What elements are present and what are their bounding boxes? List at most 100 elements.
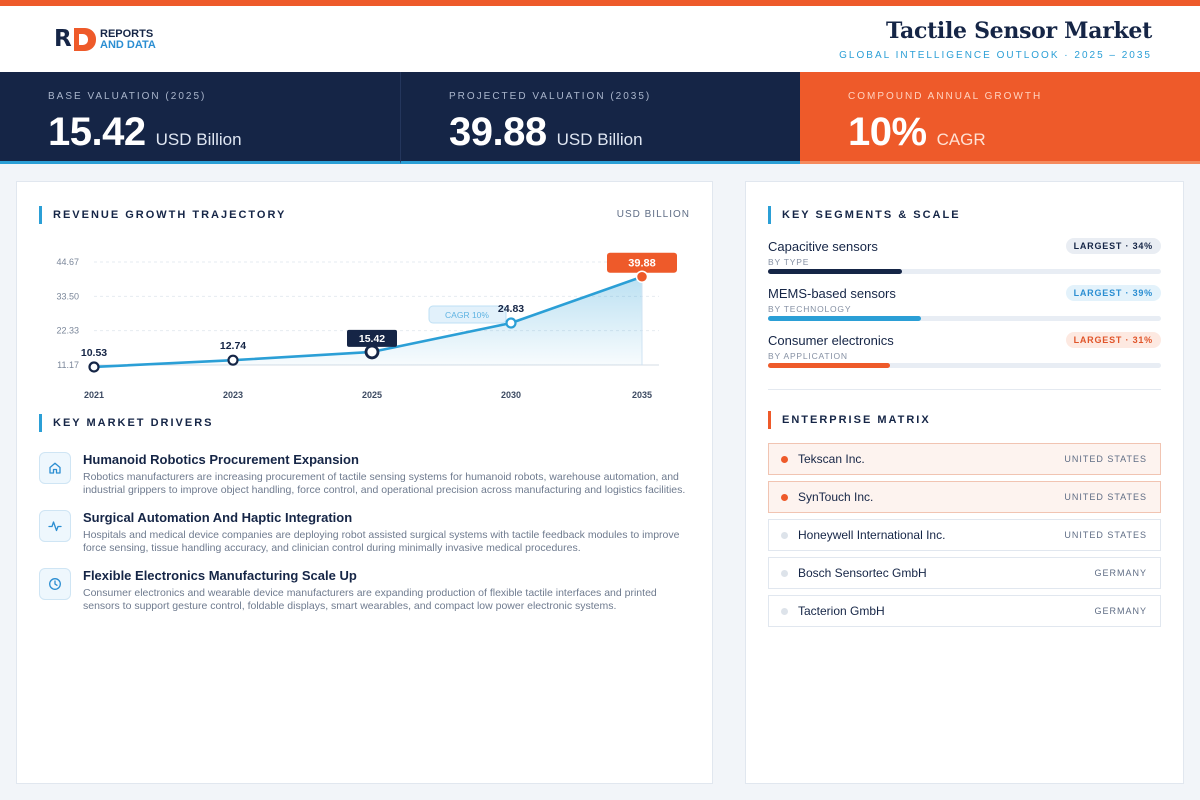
company-country: GERMANY bbox=[1094, 606, 1147, 616]
pulse-icon bbox=[39, 510, 71, 542]
segment-track bbox=[768, 269, 1161, 274]
kpi-unit: CAGR bbox=[936, 130, 986, 149]
company-row[interactable]: Honeywell International Inc. UNITED STAT… bbox=[768, 519, 1161, 551]
segment-fill bbox=[768, 269, 902, 274]
kpi-label: PROJECTED VALUATION (2035) bbox=[449, 91, 652, 102]
header: R REPORTS AND DATA Tactile Sensor Market… bbox=[0, 6, 1200, 72]
data-label: 39.88 bbox=[628, 258, 656, 270]
logo-line-2: AND DATA bbox=[100, 38, 156, 51]
drivers-section-title: KEY MARKET DRIVERS bbox=[39, 414, 213, 432]
data-point bbox=[635, 270, 649, 283]
cagr-annotation-box bbox=[428, 305, 507, 324]
segment-track bbox=[768, 316, 1161, 321]
company-country: UNITED STATES bbox=[1064, 492, 1147, 502]
segment-badge: LARGEST · 31% bbox=[1065, 332, 1161, 348]
y-tick-label: 33.50 bbox=[56, 291, 79, 301]
segment-item: Consumer electronics BY APPLICATION LARG… bbox=[768, 332, 1161, 380]
kpi-value: 15.42 bbox=[48, 110, 146, 154]
drivers-list: Humanoid Robotics Procurement Expansion … bbox=[39, 452, 689, 626]
kpi-value: 39.88 bbox=[449, 110, 547, 154]
driver-item: Flexible Electronics Manufacturing Scale… bbox=[39, 568, 689, 613]
segment-fill bbox=[768, 316, 922, 321]
logo-mark: R bbox=[54, 28, 98, 51]
home-icon bbox=[39, 452, 71, 484]
kpi-band: BASE VALUATION (2025) 15.42 USD Billion … bbox=[0, 72, 1200, 164]
x-tick-label: 2021 bbox=[84, 390, 104, 400]
clock-icon bbox=[39, 568, 71, 600]
company-name: Tekscan Inc. bbox=[798, 452, 865, 466]
company-row[interactable]: Tekscan Inc. UNITED STATES bbox=[768, 443, 1161, 475]
title-block: Tactile Sensor Market GLOBAL INTELLIGENC… bbox=[839, 18, 1152, 61]
kpi-label: COMPOUND ANNUAL GROWTH bbox=[848, 91, 1043, 102]
segment-item: Capacitive sensors BY TYPE LARGEST · 34% bbox=[768, 238, 1161, 286]
segment-category: BY APPLICATION bbox=[768, 351, 848, 361]
section-divider bbox=[768, 389, 1161, 390]
cagr-annotation-label: CAGR 10% bbox=[445, 310, 489, 320]
status-dot bbox=[781, 455, 788, 463]
segment-item: MEMS-based sensors BY TECHNOLOGY LARGEST… bbox=[768, 285, 1161, 333]
segment-category: BY TECHNOLOGY bbox=[768, 304, 852, 314]
data-label: 12.74 bbox=[220, 340, 246, 352]
segment-name: MEMS-based sensors bbox=[768, 286, 896, 301]
status-dot bbox=[781, 569, 788, 577]
segments-list: Capacitive sensors BY TYPE LARGEST · 34%… bbox=[768, 238, 1161, 380]
data-point bbox=[505, 317, 517, 329]
driver-text: Robotics manufacturers are increasing pr… bbox=[83, 471, 686, 496]
y-tick-label: 22.33 bbox=[56, 326, 79, 336]
page-subtitle: GLOBAL INTELLIGENCE OUTLOOK · 2025 – 203… bbox=[839, 50, 1152, 61]
y-tick-label: 44.67 bbox=[56, 257, 79, 267]
status-dot bbox=[781, 531, 788, 539]
segments-section-title: KEY SEGMENTS & SCALE bbox=[768, 206, 961, 224]
kpi-unit: USD Billion bbox=[556, 130, 643, 149]
driver-title: Flexible Electronics Manufacturing Scale… bbox=[83, 568, 357, 583]
x-tick-label: 2023 bbox=[223, 390, 243, 400]
logo-line-1: REPORTS bbox=[100, 27, 154, 40]
revenue-line-chart: 11.17 22.33 33.50 44.67 2021 2023 2025 2030 2035… bbox=[56, 252, 677, 400]
x-tick-label: 2035 bbox=[632, 390, 652, 400]
logo-text: REPORTS AND DATA bbox=[100, 27, 156, 51]
status-dot bbox=[781, 607, 788, 615]
driver-title: Surgical Automation And Haptic Integrati… bbox=[83, 510, 353, 525]
data-point bbox=[364, 344, 380, 360]
x-tick-label: 2030 bbox=[501, 390, 521, 400]
data-label: 10.53 bbox=[81, 347, 107, 359]
company-name: SynTouch Inc. bbox=[798, 490, 874, 504]
kpi-unit: USD Billion bbox=[155, 130, 242, 149]
data-label: 15.42 bbox=[359, 333, 385, 345]
segment-name: Capacitive sensors bbox=[768, 239, 878, 254]
company-country: GERMANY bbox=[1094, 568, 1147, 578]
data-label: 24.83 bbox=[498, 303, 524, 315]
company-country: UNITED STATES bbox=[1064, 530, 1147, 540]
company-name: Tacterion GmbH bbox=[798, 604, 885, 618]
kpi-base-valuation: BASE VALUATION (2025) 15.42 USD Billion bbox=[0, 72, 400, 164]
company-row[interactable]: Bosch Sensortec GmbH GERMANY bbox=[768, 557, 1161, 589]
base-value-badge bbox=[347, 329, 397, 347]
brand-logo[interactable]: R REPORTS AND DATA bbox=[54, 28, 156, 51]
area-fill bbox=[94, 276, 642, 367]
kpi-cagr: COMPOUND ANNUAL GROWTH 10% CAGR bbox=[800, 72, 1200, 164]
segment-badge: LARGEST · 34% bbox=[1065, 238, 1161, 254]
page-title: Tactile Sensor Market bbox=[886, 18, 1152, 44]
x-tick-label: 2025 bbox=[362, 390, 382, 400]
status-dot bbox=[781, 493, 788, 501]
matrix-section-title: ENTERPRISE MATRIX bbox=[768, 411, 931, 429]
driver-item: Humanoid Robotics Procurement Expansion … bbox=[39, 452, 689, 497]
data-point bbox=[227, 354, 239, 366]
segment-category: BY TYPE bbox=[768, 257, 810, 267]
driver-text: Consumer electronics and wearable device… bbox=[83, 587, 657, 612]
company-row[interactable]: SynTouch Inc. UNITED STATES bbox=[768, 481, 1161, 513]
data-point bbox=[88, 361, 100, 373]
enterprise-matrix: Tekscan Inc. UNITED STATES SynTouch Inc.… bbox=[768, 443, 1161, 633]
driver-title: Humanoid Robotics Procurement Expansion bbox=[83, 452, 359, 467]
segment-name: Consumer electronics bbox=[768, 333, 894, 348]
segment-fill bbox=[768, 363, 890, 368]
driver-text: Hospitals and medical device companies a… bbox=[83, 529, 680, 554]
y-tick-label: 11.17 bbox=[57, 360, 79, 370]
segment-track bbox=[768, 363, 1161, 368]
revenue-section-title: REVENUE GROWTH TRAJECTORY bbox=[39, 206, 286, 224]
company-row[interactable]: Tacterion GmbH GERMANY bbox=[768, 595, 1161, 627]
revenue-panel: REVENUE GROWTH TRAJECTORY USD BILLION 11… bbox=[16, 181, 713, 784]
final-value-badge bbox=[607, 252, 677, 273]
segments-panel: KEY SEGMENTS & SCALE Capacitive sensors … bbox=[745, 181, 1184, 784]
kpi-value: 10% bbox=[848, 110, 927, 154]
